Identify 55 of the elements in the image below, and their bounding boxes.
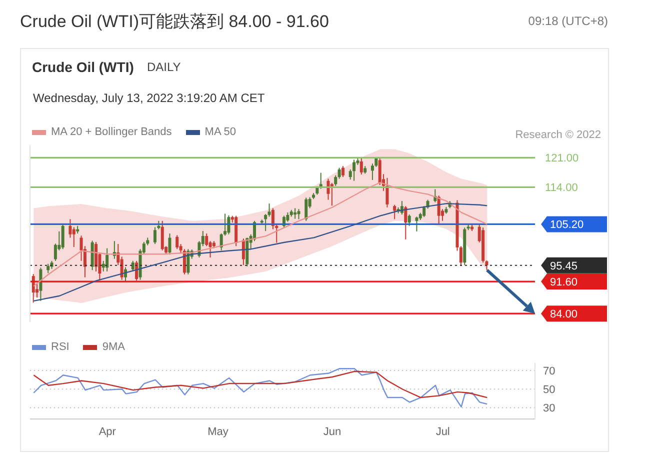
ref-line-label: 121.00 [545,152,579,165]
ref-line-label: 95.45 [550,260,578,272]
candlestick [404,206,408,240]
line-series [33,370,488,398]
candlestick [153,226,156,245]
candlestick [264,214,268,232]
legend-label: RSI [51,341,70,353]
candlestick [422,206,426,218]
chart-subtitle: Wednesday, July 13, 2022 3:19:20 AM CET [33,91,265,105]
ref-line-label: 84.00 [550,308,578,321]
y-tick-label: 70 [543,365,556,378]
ref-line-label: 114.00 [545,182,578,194]
candlestick [459,246,462,266]
candlestick [330,182,334,206]
legend-label: MA 50 [204,126,236,138]
chart-title: Crude Oil (WTI)可能跌落到 84.00 - 91.60 [20,11,329,33]
legend-label: MA 20 + Bollinger Bands [51,126,172,138]
candlestick [338,167,341,180]
candlestick [176,234,179,250]
ref-line-label: 105.20 [550,219,584,232]
candlestick [268,203,271,218]
ref-line-label: 91.60 [550,276,578,289]
candlestick [61,224,64,250]
y-tick-label: 30 [543,402,556,415]
candlestick [205,233,208,247]
candlestick [72,226,76,248]
candlestick [415,216,418,232]
candlestick [131,260,134,272]
line-series [33,368,488,408]
candlestick [360,158,363,175]
x-tick-label: Jun [323,426,342,438]
y-tick-label: 50 [543,384,556,396]
candlestick [352,159,356,182]
text: DAILY [147,60,181,74]
candlestick [168,233,172,256]
candlestick [304,197,308,222]
x-tick-label: Apr [98,426,116,438]
candlestick [160,220,164,251]
candlestick [408,214,411,226]
text: Crude Oil (WTI) [32,59,134,75]
candlestick [393,204,396,220]
candlestick [334,174,338,186]
candlestick [227,214,230,235]
candlestick [68,218,72,238]
text: Research © 2022 [515,129,601,141]
candlestick [106,248,109,272]
text: 09:18 (UTC+8) [528,14,608,28]
legend-label: 9MA [102,341,125,353]
candlestick [294,208,297,220]
candlestick [341,166,344,178]
candlestick [386,177,389,208]
candlestick [297,208,300,220]
x-tick-label: Jul [436,426,450,438]
x-tick-label: May [208,426,229,438]
candlestick [46,263,50,274]
